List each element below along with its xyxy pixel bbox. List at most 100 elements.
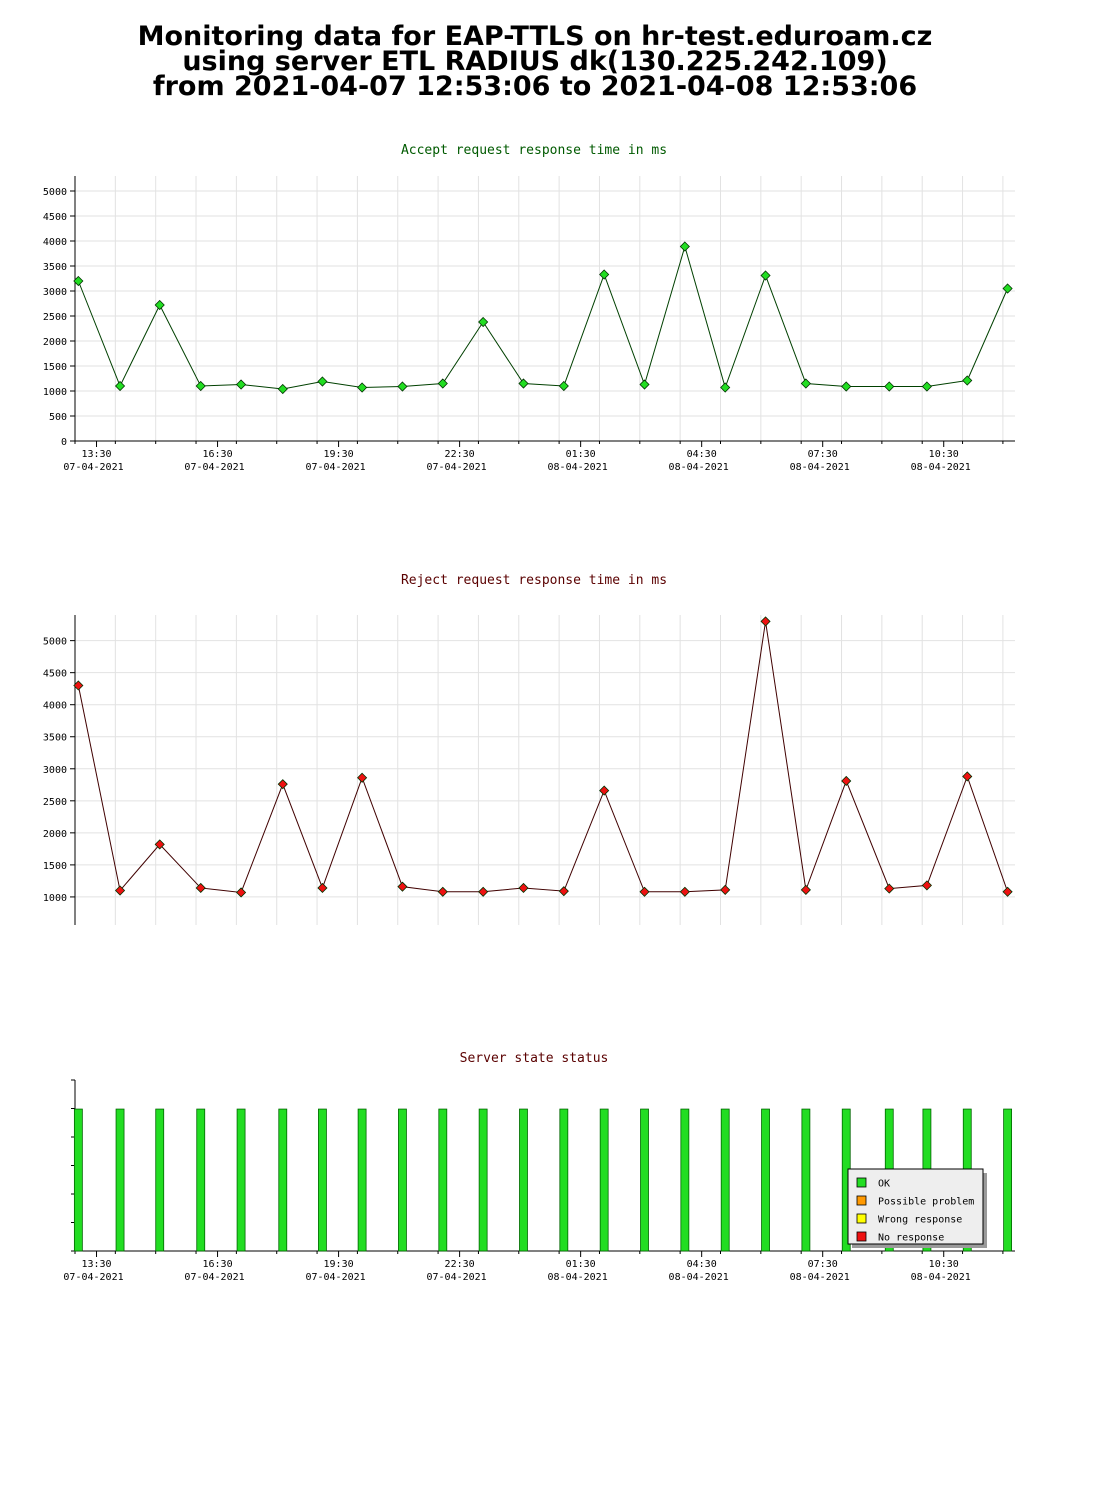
data-point — [236, 887, 247, 898]
x-tick-label-time: 01:30 — [566, 449, 596, 460]
data-point — [921, 381, 932, 392]
data-point — [236, 379, 247, 390]
x-tick-label-date: 08-04-2021 — [669, 462, 729, 473]
legend-label: Possible problem — [878, 1197, 974, 1208]
y-tick-label: 1000 — [43, 893, 67, 904]
data-point — [317, 882, 328, 894]
reject-response-time-chart: Reject request response time in ms050010… — [43, 573, 1015, 925]
data-point — [277, 383, 288, 395]
data-point — [599, 269, 610, 280]
data-point — [357, 772, 368, 783]
data-point — [921, 880, 932, 891]
data-point — [1002, 886, 1013, 897]
data-point — [114, 380, 126, 392]
data-point — [962, 771, 973, 782]
data-point — [114, 885, 126, 896]
data-point — [518, 378, 529, 389]
data-point — [639, 379, 650, 390]
x-tick-label-date: 07-04-2021 — [426, 1272, 486, 1283]
chart-title: Reject request response time in ms — [401, 573, 667, 588]
page-title: Monitoring data for EAP-TTLS on hr-test.… — [0, 23, 1070, 102]
data-point — [478, 316, 489, 328]
x-tick-label-time: 19:30 — [324, 449, 354, 460]
x-tick-label-time: 04:30 — [687, 1259, 717, 1270]
y-tick-label: 2500 — [43, 797, 67, 808]
status-bar — [640, 1108, 649, 1252]
legend-swatch — [856, 1177, 867, 1188]
data-point — [154, 839, 165, 850]
data-point — [195, 882, 206, 894]
data-point — [437, 378, 448, 389]
status-bar — [680, 1108, 690, 1252]
y-tick-label: 2500 — [43, 312, 67, 323]
legend-label: OK — [878, 1179, 890, 1190]
x-tick-label-date: 08-04-2021 — [548, 462, 608, 473]
series-line — [77, 621, 1009, 893]
server-state-status-chart: Server state status 13:30 07-04-2021 16:30 0… — [63, 1051, 1015, 1283]
status-bar — [196, 1108, 206, 1252]
status-bar — [155, 1108, 165, 1252]
status-bar — [438, 1108, 448, 1252]
y-tick-label: 2000 — [43, 337, 67, 348]
x-tick-label-time: 07:30 — [808, 449, 838, 460]
data-point — [397, 381, 408, 392]
x-tick-label-date: 08-04-2021 — [790, 462, 850, 473]
legend-swatch — [856, 1213, 867, 1224]
data-point — [720, 382, 731, 393]
status-bar — [115, 1108, 125, 1252]
status-bar — [599, 1108, 609, 1252]
x-tick-label-time: 22:30 — [445, 449, 475, 460]
x-tick-label-time: 10:30 — [929, 449, 959, 460]
data-point — [760, 270, 771, 281]
data-point — [800, 884, 811, 895]
data-point — [518, 882, 529, 894]
x-tick-label-time: 19:30 — [324, 1259, 354, 1270]
y-tick-label: 3500 — [43, 262, 67, 273]
page-title-line3: from 2021-04-07 12:53:06 to 2021-04-08 1… — [152, 71, 918, 102]
y-tick-label: 0 — [61, 437, 67, 448]
x-tick-label-date: 08-04-2021 — [669, 1272, 729, 1283]
status-bar — [398, 1108, 407, 1252]
y-tick-label: 1500 — [43, 861, 67, 872]
x-tick-label-time: 13:30 — [81, 1259, 111, 1270]
y-tick-label: 2000 — [43, 829, 67, 840]
x-tick-label-date: 07-04-2021 — [426, 462, 486, 473]
x-tick-label-date: 07-04-2021 — [63, 462, 123, 473]
page-title-line2: using server ETL RADIUS dk(130.225.242.1… — [182, 46, 888, 77]
accept-response-time-chart: Accept request response time in ms 0 500 10… — [43, 143, 1015, 473]
y-tick-label: 4500 — [43, 669, 67, 680]
status-bar — [1003, 1108, 1013, 1252]
y-tick-label: 5000 — [43, 187, 67, 198]
data-point — [760, 616, 771, 627]
data-point — [679, 241, 690, 252]
data-point — [558, 380, 569, 392]
data-point — [558, 886, 569, 897]
y-tick-label: 3000 — [43, 287, 67, 298]
status-bar — [801, 1108, 811, 1252]
x-tick-label-date: 08-04-2021 — [548, 1272, 608, 1283]
y-tick-label: 4000 — [43, 701, 67, 712]
data-point — [720, 884, 731, 895]
x-tick-label-date: 08-04-2021 — [911, 1272, 971, 1283]
legend-label: No response — [878, 1233, 944, 1244]
x-tick-label-time: 07:30 — [808, 1259, 838, 1270]
y-tick-label: 4000 — [43, 237, 67, 248]
x-tick-label-time: 13:30 — [81, 449, 111, 460]
status-bar — [559, 1108, 569, 1252]
legend-box — [847, 1168, 984, 1245]
y-tick-label: 3500 — [43, 733, 67, 744]
data-point — [154, 299, 165, 311]
data-point — [73, 680, 84, 691]
data-point — [478, 886, 489, 897]
y-tick-label: 1000 — [43, 387, 67, 398]
x-tick-label-date: 07-04-2021 — [184, 1272, 244, 1283]
x-tick-label-time: 16:30 — [202, 1259, 232, 1270]
data-point — [841, 381, 852, 392]
x-tick-label-date: 08-04-2021 — [790, 1272, 850, 1283]
status-bar — [318, 1108, 327, 1252]
legend-swatch — [856, 1231, 867, 1242]
x-tick-label-date: 08-04-2021 — [911, 462, 971, 473]
series-line — [77, 244, 1009, 390]
x-tick-label-date: 07-04-2021 — [63, 1272, 123, 1283]
status-bar — [278, 1108, 288, 1252]
